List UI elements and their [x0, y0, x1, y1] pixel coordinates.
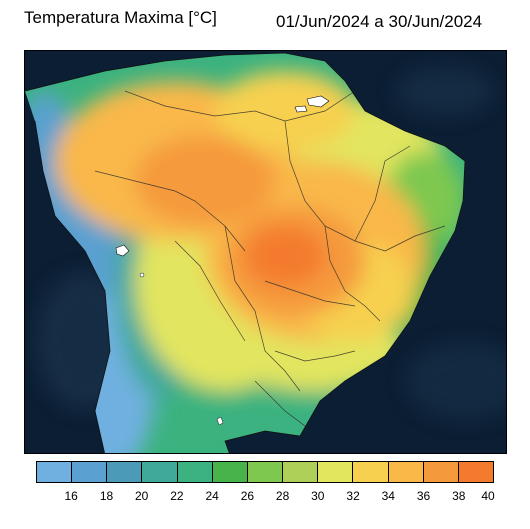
coastline — [25, 52, 466, 453]
color-swatch-22-24 — [177, 462, 213, 482]
tick-label: 36 — [416, 489, 431, 503]
color-scale-bar — [36, 461, 494, 483]
tick-label: 20 — [135, 489, 149, 503]
color-swatch-28-30 — [283, 462, 319, 482]
tick-label: 30 — [311, 489, 325, 503]
color-swatch-32-34 — [353, 462, 389, 482]
lake-poopo — [139, 272, 145, 278]
color-swatch-20-22 — [142, 462, 178, 482]
tick-label: 16 — [64, 489, 78, 503]
color-swatch-lt16 — [37, 462, 73, 482]
tick-label: 32 — [346, 489, 360, 503]
color-swatch-gt38 — [458, 462, 494, 482]
color-swatch-18-20 — [107, 462, 143, 482]
color-swatch-34-36 — [388, 462, 424, 482]
color-swatch-36-38 — [423, 462, 459, 482]
tick-label: 34 — [381, 489, 395, 503]
tick-label: 26 — [240, 489, 255, 503]
tick-label: 22 — [170, 489, 184, 503]
map-title: Temperatura Maxima [°C] — [24, 8, 217, 27]
tick-label: 28 — [275, 489, 290, 503]
tick-label: 24 — [205, 489, 219, 503]
tick-label: 18 — [99, 489, 114, 503]
temperature-map — [24, 50, 507, 454]
color-swatch-26-28 — [247, 462, 284, 482]
color-swatch-24-26 — [212, 462, 248, 482]
tick-label: 40 — [481, 489, 495, 503]
amazon-delta-islands — [294, 95, 330, 113]
color-swatch-16-18 — [72, 462, 108, 482]
lake-titicaca — [115, 244, 130, 257]
color-scale-ticks: 16 18 20 22 24 26 28 30 32 34 36 38 40 — [36, 489, 495, 505]
lagoa-dos-patos — [216, 416, 224, 426]
color-swatch-30-32 — [318, 462, 354, 482]
period-label: 01/Jun/2024 a 30/Jun/2024 — [276, 12, 483, 31]
country-borders — [94, 90, 446, 427]
tick-label: 38 — [452, 489, 466, 503]
